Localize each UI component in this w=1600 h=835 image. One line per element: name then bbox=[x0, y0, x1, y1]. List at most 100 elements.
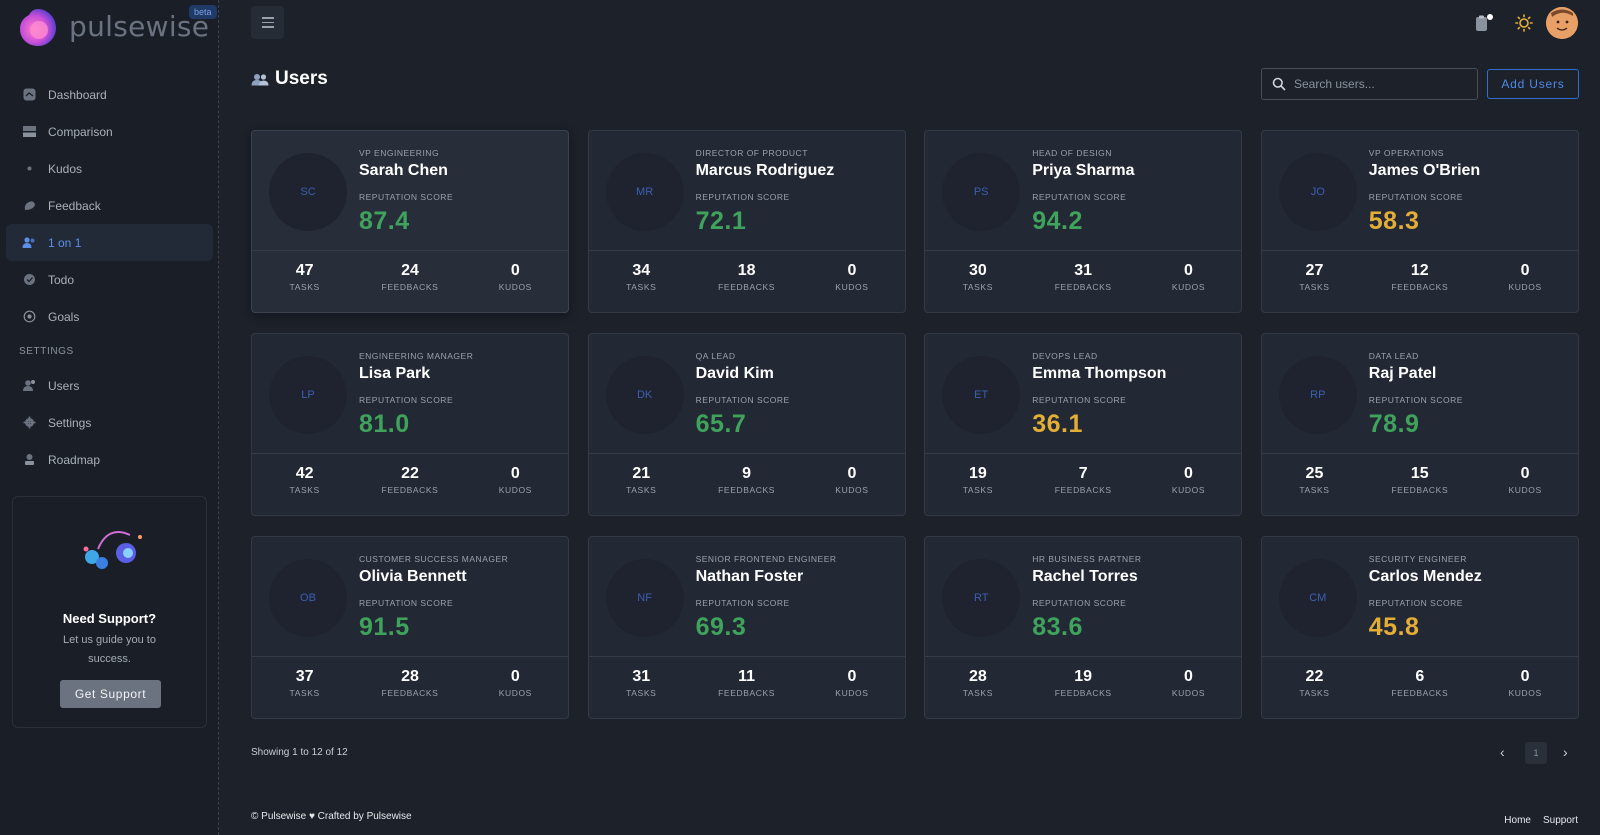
user-card[interactable]: SC VP ENGINEERING Sarah Chen REPUTATION SCO… bbox=[251, 130, 569, 313]
sidebar-item-todo[interactable]: Todo bbox=[6, 261, 213, 298]
todo-icon bbox=[22, 273, 36, 287]
stat-label: FEEDBACKS bbox=[1054, 485, 1112, 495]
user-stats: 28 TASKS 19 FEEDBACKS 0 KUDOS bbox=[925, 668, 1241, 698]
stat-label: KUDOS bbox=[1171, 282, 1206, 292]
get-support-button[interactable]: Get Support bbox=[60, 680, 161, 708]
sidebar-item-users[interactable]: Users bbox=[6, 367, 213, 404]
page-button[interactable]: 1 bbox=[1525, 742, 1547, 764]
user-avatar-initials: RT bbox=[942, 559, 1021, 637]
stat-kudos: 0 KUDOS bbox=[1472, 668, 1577, 698]
user-role: HR BUSINESS PARTNER bbox=[1032, 554, 1142, 564]
user-stats: 42 TASKS 22 FEEDBACKS 0 KUDOS bbox=[252, 465, 568, 495]
stat-label: FEEDBACKS bbox=[1054, 688, 1112, 698]
stat-feedbacks: 7 FEEDBACKS bbox=[1031, 465, 1136, 495]
reputation-label: REPUTATION SCORE bbox=[1368, 395, 1463, 405]
stat-label: FEEDBACKS bbox=[381, 485, 439, 495]
search-box[interactable] bbox=[1261, 68, 1478, 100]
user-stats: 31 TASKS 11 FEEDBACKS 0 KUDOS bbox=[589, 668, 905, 698]
add-users-button[interactable]: Add Users bbox=[1487, 69, 1579, 99]
stat-feedbacks: 9 FEEDBACKS bbox=[694, 465, 799, 495]
user-card[interactable]: ET DEVOPS LEAD Emma Thompson REPUTATION SCO… bbox=[924, 333, 1243, 516]
stat-tasks: 25 TASKS bbox=[1262, 465, 1367, 495]
app-logo[interactable]: pulsewise beta bbox=[17, 4, 217, 48]
stat-tasks: 21 TASKS bbox=[589, 465, 694, 495]
sidebar-item-comparison[interactable]: Comparison bbox=[6, 113, 213, 150]
beta-badge: beta bbox=[189, 5, 217, 19]
user-card[interactable]: NF SENIOR FRONTEND ENGINEER Nathan Foster R… bbox=[587, 536, 906, 719]
user-name: Sarah Chen bbox=[359, 162, 448, 179]
stat-value: 0 bbox=[1184, 465, 1193, 482]
user-card[interactable]: RP DATA LEAD Raj Patel REPUTATION SCORE 78.9… bbox=[1260, 333, 1579, 516]
card-divider bbox=[925, 453, 1242, 454]
stat-value: 24 bbox=[401, 262, 419, 279]
user-stats: 22 TASKS 6 FEEDBACKS 0 KUDOS bbox=[1262, 668, 1578, 698]
user-card[interactable]: DK QA LEAD David Kim REPUTATION SCORE 65.7 21… bbox=[587, 333, 906, 516]
sun-icon[interactable] bbox=[1515, 14, 1533, 32]
stat-label: KUDOS bbox=[498, 282, 532, 292]
sidebar-item-1on1[interactable]: 1 on 1 bbox=[6, 224, 213, 261]
user-role: SENIOR FRONTEND ENGINEER bbox=[695, 554, 837, 564]
comparison-icon bbox=[22, 125, 36, 139]
sidebar-item-dashboard[interactable]: Dashboard bbox=[6, 76, 213, 113]
user-card[interactable]: MR DIRECTOR OF PRODUCT Marcus Rodriguez REP… bbox=[587, 130, 906, 313]
stat-label: TASKS bbox=[1299, 688, 1330, 698]
user-card[interactable]: PS HEAD OF DESIGN Priya Sharma REPUTATION S… bbox=[924, 130, 1243, 313]
user-role: SECURITY ENGINEER bbox=[1368, 554, 1467, 564]
user-card[interactable]: OB CUSTOMER SUCCESS MANAGER Olivia Bennett… bbox=[251, 536, 569, 719]
stat-value: 0 bbox=[847, 262, 857, 279]
stat-label: KUDOS bbox=[835, 485, 869, 495]
chevron-left-icon[interactable]: ‹ bbox=[1500, 744, 1505, 760]
sidebar-item-kudos[interactable]: Kudos bbox=[6, 150, 213, 187]
stat-feedbacks: 24 FEEDBACKS bbox=[357, 262, 462, 292]
stat-kudos: 0 KUDOS bbox=[463, 465, 568, 495]
sidebar-item-label: Todo bbox=[48, 272, 75, 287]
support-card: Need Support? Let us guide you to succes… bbox=[12, 496, 207, 728]
stat-value: 12 bbox=[1410, 262, 1429, 279]
chevron-right-icon[interactable]: › bbox=[1563, 744, 1568, 760]
support-title: Need Support? bbox=[62, 611, 157, 626]
stat-label: KUDOS bbox=[835, 688, 869, 698]
sidebar-item-feedback[interactable]: Feedback bbox=[6, 187, 213, 224]
stat-value: 47 bbox=[295, 262, 314, 279]
stat-tasks: 19 TASKS bbox=[925, 465, 1030, 495]
stat-tasks: 28 TASKS bbox=[925, 668, 1030, 698]
stat-label: KUDOS bbox=[498, 688, 532, 698]
dashboard-icon bbox=[22, 88, 36, 102]
user-avatar[interactable] bbox=[1546, 7, 1578, 39]
user-role: DEVOPS LEAD bbox=[1032, 351, 1098, 361]
footer-credit: © Pulsewise ♥ Crafted by Pulsewise bbox=[251, 811, 412, 822]
footer-link-home[interactable]: Home bbox=[1504, 815, 1531, 826]
stat-feedbacks: 19 FEEDBACKS bbox=[1031, 668, 1136, 698]
stat-label: TASKS bbox=[962, 485, 993, 495]
stat-label: KUDOS bbox=[498, 485, 532, 495]
sidebar-item-goals[interactable]: Goals bbox=[6, 298, 213, 335]
card-divider bbox=[252, 656, 568, 657]
user-stats: 37 TASKS 28 FEEDBACKS 0 KUDOS bbox=[252, 668, 568, 698]
sidebar-item-roadmap[interactable]: Roadmap bbox=[6, 441, 213, 478]
search-input[interactable] bbox=[1294, 77, 1464, 91]
stat-value: 28 bbox=[401, 668, 419, 685]
user-card[interactable]: RT HR BUSINESS PARTNER Rachel Torres REPUTA… bbox=[924, 536, 1243, 719]
roadmap-icon bbox=[22, 453, 36, 467]
stat-feedbacks: 22 FEEDBACKS bbox=[357, 465, 462, 495]
stat-feedbacks: 31 FEEDBACKS bbox=[1031, 262, 1136, 292]
stat-value: 6 bbox=[1415, 668, 1425, 685]
stat-value: 37 bbox=[295, 668, 314, 685]
sidebar-item-settings[interactable]: Settings bbox=[6, 404, 213, 441]
user-role: VP OPERATIONS bbox=[1368, 148, 1444, 158]
stat-label: KUDOS bbox=[1171, 485, 1206, 495]
user-card[interactable]: JO VP OPERATIONS James O'Brien REPUTATION S… bbox=[1260, 130, 1579, 313]
stat-tasks: 42 TASKS bbox=[252, 465, 357, 495]
stat-tasks: 34 TASKS bbox=[589, 262, 694, 292]
stat-label: KUDOS bbox=[1508, 282, 1542, 292]
user-gear-icon bbox=[22, 379, 36, 393]
user-stats: 30 TASKS 31 FEEDBACKS 0 KUDOS bbox=[925, 262, 1241, 292]
user-avatar-initials: SC bbox=[269, 153, 347, 231]
stat-kudos: 0 KUDOS bbox=[463, 262, 568, 292]
clipboard-icon[interactable] bbox=[1474, 14, 1494, 32]
user-card[interactable]: CM SECURITY ENGINEER Carlos Mendez REPUTATI… bbox=[1260, 536, 1579, 719]
footer-link-support[interactable]: Support bbox=[1542, 815, 1578, 826]
menu-toggle-button[interactable] bbox=[251, 6, 284, 39]
user-card[interactable]: LP ENGINEERING MANAGER Lisa Park REPUTATION… bbox=[251, 333, 569, 516]
sidebar-item-label: Dashboard bbox=[48, 87, 107, 102]
